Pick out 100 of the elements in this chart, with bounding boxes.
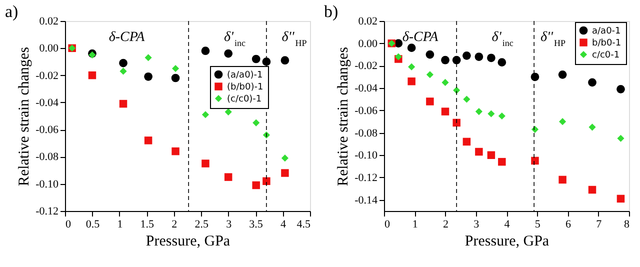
point <box>202 160 210 168</box>
y-tick-label: -0.06 <box>36 124 59 136</box>
annotation: δ-CPA <box>108 30 146 45</box>
point <box>224 49 233 58</box>
legend-label: (a/a0)-1 <box>227 70 263 80</box>
point <box>224 108 232 116</box>
y-tick-label: 0.02 <box>358 16 378 28</box>
y-tick-label: -0.02 <box>354 60 378 72</box>
point <box>487 151 496 159</box>
x-tick-label: 6 <box>566 218 572 230</box>
point <box>202 111 210 118</box>
point <box>426 50 434 59</box>
y-tick-label: -0.04 <box>354 82 378 95</box>
y-tick-label: -0.06 <box>354 104 378 117</box>
y-tick-label: -0.08 <box>354 127 378 140</box>
point <box>462 138 471 146</box>
legend-label: (c/c0)-1 <box>227 94 262 104</box>
point <box>588 124 596 131</box>
chart-title: b) <box>324 2 338 21</box>
point <box>558 70 567 79</box>
point <box>616 194 625 203</box>
point <box>252 181 260 190</box>
point <box>252 54 260 64</box>
y-tick-label: -0.04 <box>36 96 59 109</box>
point <box>462 51 471 60</box>
point <box>441 56 450 64</box>
point <box>119 100 128 108</box>
x-tick-label: 3 <box>226 218 232 230</box>
point <box>452 118 460 127</box>
x-tick-label: 8 <box>624 218 630 230</box>
point <box>280 56 290 65</box>
x-tick-label: 4 <box>280 218 287 230</box>
point <box>475 148 483 156</box>
legend-label: c/c0-1 <box>592 50 620 60</box>
point <box>616 85 625 94</box>
x-tick-label: 2 <box>172 218 178 230</box>
y-axis-title: Relative strain changes <box>336 46 352 186</box>
y-tick-label: -0.10 <box>36 178 59 190</box>
y-tick-label: -0.02 <box>36 70 58 82</box>
y-tick-label: -0.12 <box>354 172 378 184</box>
x-tick-label: 4.5 <box>296 218 311 230</box>
point <box>281 154 288 162</box>
y-axis-title: Relative strain changes <box>16 46 33 186</box>
x-tick-label: 0 <box>384 218 390 230</box>
x-tick-label: 7 <box>596 218 602 230</box>
y-tick-label: -0.08 <box>36 151 59 164</box>
x-tick-label: 1 <box>412 218 418 230</box>
y-tick-label: 0.00 <box>39 42 59 55</box>
y-tick-label: 0.00 <box>358 38 378 50</box>
point <box>617 134 624 142</box>
point <box>172 64 180 72</box>
point <box>144 136 152 144</box>
x-axis-title: Pressure, GPa <box>146 234 230 250</box>
point <box>408 77 416 86</box>
point <box>498 112 506 120</box>
x-tick-label: 4 <box>504 218 510 230</box>
point <box>281 169 289 177</box>
point <box>426 71 434 78</box>
x-tick-label: 1.5 <box>140 218 155 230</box>
point <box>394 53 402 60</box>
x-tick-label: 0.5 <box>86 218 100 230</box>
point <box>441 108 450 116</box>
point <box>474 52 484 61</box>
point <box>498 158 506 166</box>
point <box>120 68 127 75</box>
point <box>171 74 180 82</box>
point <box>172 147 180 156</box>
x-tick-label: 0 <box>66 218 72 230</box>
point <box>224 173 232 181</box>
annotation: δ-CPA <box>402 30 439 45</box>
x-tick-label: 5 <box>534 218 541 230</box>
x-tick-label: 3.5 <box>249 218 264 230</box>
point <box>559 118 566 126</box>
point <box>487 54 496 62</box>
chart-title: a) <box>5 2 18 21</box>
point <box>262 177 270 186</box>
y-tick-label: -0.12 <box>36 206 58 218</box>
x-tick-label: 1 <box>117 218 123 230</box>
point <box>442 78 449 86</box>
point <box>119 58 128 68</box>
point <box>498 58 506 67</box>
point <box>88 71 96 80</box>
point <box>144 54 152 62</box>
y-tick-label: -0.10 <box>354 150 378 162</box>
point <box>475 108 482 116</box>
point <box>144 72 152 81</box>
x-tick-label: 2.5 <box>194 218 209 230</box>
x-tick-label: 2 <box>443 218 448 230</box>
point <box>463 96 470 103</box>
point <box>588 78 596 87</box>
point <box>201 46 210 56</box>
y-tick-label: 0.02 <box>39 16 58 28</box>
point <box>588 186 596 194</box>
point <box>407 44 416 52</box>
point <box>488 110 495 118</box>
legend-label: b/b0-1 <box>592 38 622 48</box>
point <box>426 98 434 106</box>
y-tick-label: -0.14 <box>354 194 378 206</box>
point <box>558 176 566 184</box>
point <box>531 156 539 165</box>
